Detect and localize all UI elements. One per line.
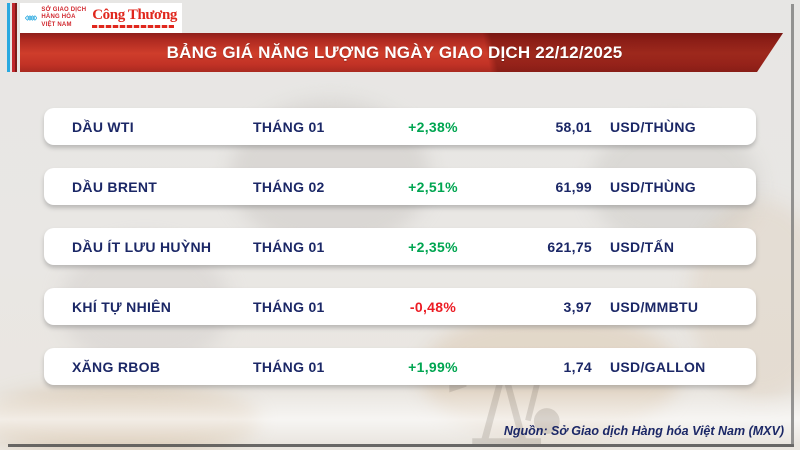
table-row: KHÍ TỰ NHIÊN THÁNG 01 -0,48% 3,97 USD/MM…	[44, 288, 756, 325]
change-percent: +1,99%	[408, 358, 458, 375]
left-accent-stripe-cyan	[7, 3, 10, 72]
price-unit: USD/GALLON	[610, 358, 706, 375]
mxv-chevron-logo-icon	[25, 15, 38, 21]
congthuong-logo-tagline	[92, 24, 174, 28]
image-right-border	[791, 4, 794, 445]
price-value: 621,75	[547, 238, 592, 255]
contract-month: THÁNG 01	[253, 358, 325, 375]
price-value: 1,74	[563, 358, 592, 375]
price-unit: USD/THÙNG	[610, 118, 696, 135]
page-title: BẢNG GIÁ NĂNG LƯỢNG NGÀY GIAO DỊCH 22/12…	[166, 42, 623, 62]
price-unit: USD/THÙNG	[610, 178, 696, 195]
table-row: DẦU ÍT LƯU HUỲNH THÁNG 01 +2,35% 621,75 …	[44, 228, 756, 265]
commodity-name: XĂNG RBOB	[72, 358, 161, 375]
mxv-logo-text: SỞ GIAO DỊCH HÀNG HÓA VIỆT NAM	[41, 7, 86, 29]
mxv-logo-line: HÀNG HÓA	[41, 14, 76, 21]
table-row: DẦU BRENT THÁNG 02 +2,51% 61,99 USD/THÙN…	[44, 168, 756, 205]
logo-bar: SỞ GIAO DỊCH HÀNG HÓA VIỆT NAM Công Thươ…	[20, 3, 182, 33]
change-percent: +2,35%	[408, 238, 458, 255]
congthuong-logo: Công Thương	[92, 8, 177, 28]
congthuong-logo-text: Công Thương	[92, 7, 177, 24]
change-percent: +2,38%	[408, 118, 458, 135]
contract-month: THÁNG 02	[253, 178, 325, 195]
contract-month: THÁNG 01	[253, 298, 325, 315]
commodity-name: DẦU BRENT	[72, 178, 158, 195]
mxv-logo-line: VIỆT NAM	[41, 21, 72, 28]
table-row: DẦU WTI THÁNG 01 +2,38% 58,01 USD/THÙNG	[44, 108, 756, 145]
title-banner: BẢNG GIÁ NĂNG LƯỢNG NGÀY GIAO DỊCH 22/12…	[20, 33, 783, 72]
commodity-name: DẦU WTI	[72, 118, 134, 135]
background-photo-tint	[0, 385, 260, 450]
change-percent: -0,48%	[409, 298, 457, 315]
commodity-name: KHÍ TỰ NHIÊN	[72, 298, 172, 315]
commodity-name: DẦU ÍT LƯU HUỲNH	[72, 238, 212, 255]
mxv-logo-line: SỞ GIAO DỊCH	[41, 7, 87, 14]
table-row: XĂNG RBOB THÁNG 01 +1,99% 1,74 USD/GALLO…	[44, 348, 756, 385]
price-table: DẦU WTI THÁNG 01 +2,38% 58,01 USD/THÙNG …	[44, 108, 756, 385]
price-unit: USD/MMBTU	[610, 298, 699, 315]
change-percent: +2,51%	[408, 178, 458, 195]
source-attribution: Nguồn: Sở Giao dịch Hàng hóa Việt Nam (M…	[503, 424, 784, 438]
price-value: 3,97	[563, 298, 592, 315]
price-value: 58,01	[555, 118, 592, 135]
price-unit: USD/TẤN	[610, 238, 675, 255]
price-value: 61,99	[555, 178, 592, 195]
image-bottom-border	[8, 444, 794, 447]
contract-month: THÁNG 01	[253, 118, 325, 135]
contract-month: THÁNG 01	[253, 238, 325, 255]
left-accent-stripe-red	[12, 3, 17, 72]
